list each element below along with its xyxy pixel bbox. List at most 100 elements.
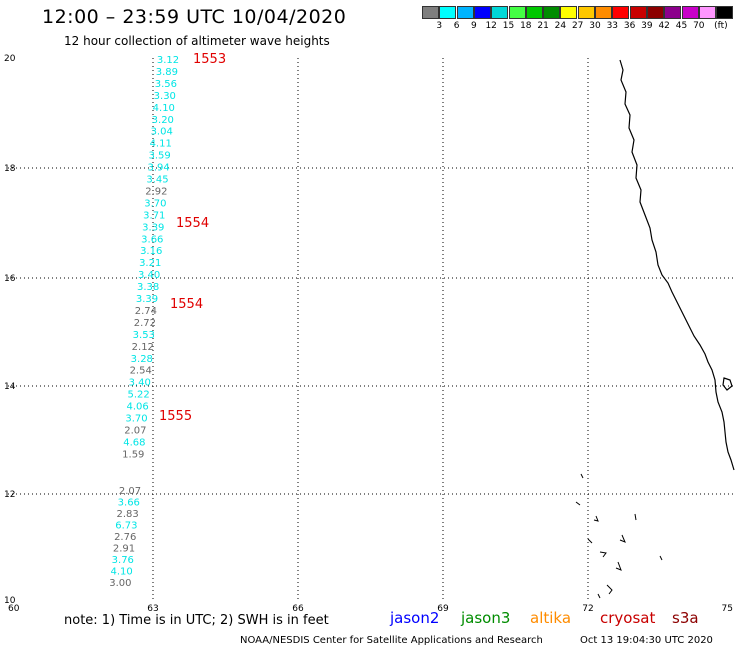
colorbar-label: 70 — [693, 21, 705, 31]
colorbar-swatch — [456, 6, 474, 19]
generated-timestamp: Oct 13 19:04:30 UTC 2020 — [580, 635, 713, 646]
wave-height-value: 2.72 — [134, 318, 156, 329]
satellite-legend-altika: altika — [530, 609, 572, 627]
wave-height-value: 3.38 — [137, 282, 159, 293]
colorbar-label: 24 — [554, 21, 567, 31]
wave-height-value: 3.53 — [133, 330, 155, 341]
colorbar-swatch — [681, 6, 699, 19]
island-fragments — [575, 473, 663, 599]
wave-height-value: 3.30 — [154, 91, 176, 102]
wave-height-value: 2.92 — [145, 186, 167, 197]
wave-height-value: 3.21 — [139, 258, 161, 269]
colorbar-label: 6 — [453, 21, 460, 31]
pass-time-labels: 1553 1554 1554 1555 — [159, 52, 226, 424]
pass-time-label: 1553 — [193, 52, 226, 67]
colorbar-label: 12 — [485, 21, 497, 31]
wave-height-value: 3.66 — [118, 498, 140, 509]
colorbar-swatch — [525, 6, 543, 19]
colorbar-swatch — [646, 6, 664, 19]
wave-height-value: 4.68 — [123, 437, 145, 448]
pass-time-label: 1554 — [176, 216, 209, 231]
map-grid — [8, 58, 733, 600]
colorbar-label: 42 — [658, 21, 670, 31]
x-tick-label: 69 — [437, 604, 449, 614]
x-tick-label: 63 — [147, 604, 158, 614]
wave-height-value: 4.10 — [110, 567, 132, 578]
colorbar-swatch — [560, 6, 578, 19]
pass-time-label: 1554 — [170, 297, 203, 312]
wave-height-value: 2.07 — [119, 486, 141, 497]
wave-height-value: 2.07 — [124, 425, 146, 436]
wave-height-value: 4.10 — [153, 103, 175, 114]
colorbar-label: 39 — [641, 21, 653, 31]
wave-height-value: 3.71 — [143, 210, 165, 221]
satellite-legend-jason2: jason2 — [390, 609, 440, 627]
colorbar-label: 30 — [589, 21, 601, 31]
colorbar-label: 18 — [520, 21, 532, 31]
wave-height-track: 3.123.893.563.304.103.203.044.113.593.94… — [109, 55, 179, 589]
wave-height-value: 2.76 — [114, 532, 136, 543]
colorbar-label: 36 — [623, 21, 636, 31]
y-tick-label: 10 — [4, 596, 16, 606]
wave-height-value: 3.00 — [109, 578, 131, 589]
colorbar-unit: (ft) — [714, 21, 728, 31]
wave-height-value: 3.59 — [148, 151, 170, 162]
colorbar-swatch — [698, 6, 716, 19]
colorbar-swatch — [664, 6, 682, 19]
wave-height-value: 1.59 — [122, 449, 144, 460]
colorbar-swatch — [577, 6, 595, 19]
wave-height-value: 2.54 — [130, 366, 152, 377]
wave-height-value: 4.11 — [150, 139, 172, 150]
wave-height-value: 3.40 — [138, 270, 160, 281]
wave-height-value: 3.16 — [140, 246, 162, 257]
wave-height-value: 4.06 — [126, 402, 148, 413]
colorbar-swatch — [439, 6, 457, 19]
satellite-legend-jason3: jason3 — [461, 609, 511, 627]
wave-height-value: 3.56 — [155, 79, 177, 90]
x-tick-label: 75 — [722, 604, 733, 614]
wave-height-value: 5.22 — [127, 390, 149, 401]
colorbar-label: 21 — [537, 21, 549, 31]
y-tick-label: 20 — [4, 54, 16, 64]
wave-height-value: 2.91 — [113, 544, 135, 555]
y-tick-label: 12 — [4, 490, 15, 500]
coastline — [619, 59, 735, 471]
wave-height-value: 2.12 — [132, 342, 154, 353]
colorbar-swatch — [612, 6, 630, 19]
wave-height-value: 3.20 — [152, 115, 174, 126]
satellite-legend-s3a: s3a — [672, 609, 699, 627]
colorbar-swatch — [473, 6, 491, 19]
wave-height-value: 3.39 — [142, 222, 164, 233]
y-tick-label: 14 — [4, 382, 16, 392]
x-tick-label: 66 — [292, 604, 304, 614]
colorbar-label: 15 — [502, 21, 515, 31]
colorbar-label: 27 — [571, 21, 584, 31]
wave-height-value: 3.28 — [131, 354, 153, 365]
wave-height-value: 3.70 — [125, 414, 147, 425]
colorbar-swatch — [716, 6, 734, 19]
x-tick-label: 60 — [8, 604, 20, 614]
wave-height-value: 6.73 — [115, 521, 137, 532]
x-tick-label: 72 — [582, 604, 593, 614]
wave-height-value: 3.94 — [147, 163, 169, 174]
wave-height-value: 2.74 — [135, 306, 157, 317]
wave-height-value: 2.83 — [116, 509, 138, 520]
footer-note: note: 1) Time is in UTC; 2) SWH is in fe… — [64, 613, 329, 628]
wave-height-value: 3.89 — [156, 67, 178, 78]
wave-height-value: 3.76 — [112, 555, 134, 566]
wave-height-value: 3.39 — [136, 294, 158, 305]
coastline-island-cluster — [722, 377, 733, 391]
wave-height-value: 3.04 — [151, 127, 173, 138]
wave-height-value: 3.66 — [141, 234, 163, 245]
colorbar-swatch — [629, 6, 647, 19]
colorbar-label: 9 — [471, 21, 477, 31]
pass-time-label: 1555 — [159, 409, 192, 424]
colorbar-swatch — [491, 6, 509, 19]
wave-height-value: 3.12 — [157, 55, 179, 66]
axis-tick-labels: 60 63 66 69 72 75 20 18 16 14 12 10 — [4, 54, 733, 614]
credit-line: NOAA/NESDIS Center for Satellite Applica… — [240, 635, 543, 646]
colorbar-label: 3 — [436, 21, 443, 31]
wave-height-value: 3.40 — [129, 378, 151, 389]
y-tick-label: 18 — [4, 164, 16, 174]
